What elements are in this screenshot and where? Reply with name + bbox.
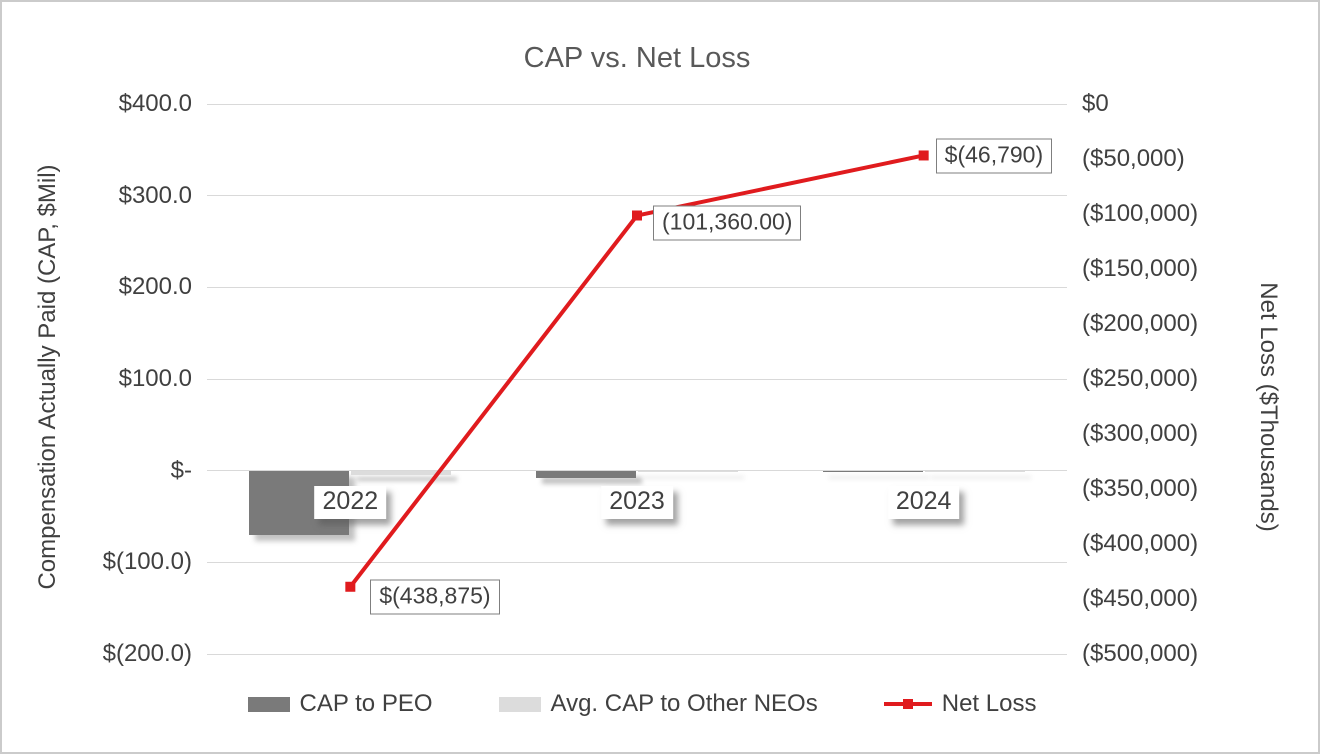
gridline: [207, 470, 1067, 472]
legend-label-avg-cap-other-neos: Avg. CAP to Other NEOs: [550, 690, 818, 717]
net-loss-label-2023: (101,360.00): [653, 205, 802, 241]
right-axis-tick: ($400,000): [1082, 530, 1199, 557]
net-loss-label-2022: $(438,875): [370, 579, 500, 615]
bar-avg-cap-neos-2023: [638, 470, 738, 473]
legend-label-net-loss: Net Loss: [941, 690, 1037, 717]
right-axis-tick: ($50,000): [1082, 145, 1185, 172]
legend: CAP to PEO Avg. CAP to Other NEOs Net Lo…: [207, 690, 1077, 718]
right-axis-tick: ($300,000): [1082, 420, 1199, 447]
net-loss-marker-2022: [345, 581, 356, 592]
category-label-2022: 2022: [314, 485, 387, 519]
gridline: [207, 195, 1067, 197]
right-axis-tick: ($250,000): [1082, 365, 1199, 392]
net-loss-marker-2024: [918, 150, 929, 161]
chart-title: CAP vs. Net Loss: [523, 42, 751, 74]
left-axis-tick: $100.0: [118, 365, 192, 392]
gridline: [207, 103, 1067, 105]
plot-area: 2022 2023 2024 $(438,875) (101,360.00) $(46,…: [207, 103, 1067, 655]
right-axis-tick: ($150,000): [1082, 255, 1199, 282]
category-label-2023: 2023: [601, 485, 673, 519]
gridline: [207, 286, 1067, 288]
right-axis-tick: ($450,000): [1082, 585, 1199, 612]
legend-item-avg-cap-other-neos: Avg. CAP to Other NEOs: [498, 690, 818, 718]
bar-cap-to-peo-2024: [822, 470, 923, 473]
left-axis-tick: $300.0: [118, 181, 192, 209]
left-axis-tick: $(200.0): [102, 640, 192, 667]
gridline: [207, 378, 1067, 380]
category-label-2024: 2024: [887, 485, 960, 519]
left-axis-tick: $200.0: [118, 273, 192, 301]
avg-cap-other-neos-swatch-icon: [498, 696, 541, 712]
cap-to-peo-swatch-icon: [247, 696, 290, 712]
bar-avg-cap-neos-2024: [924, 470, 1025, 472]
left-axis-tick: $-: [170, 456, 192, 484]
right-axis-tick: ($200,000): [1082, 310, 1199, 337]
net-loss-marker-2023: [632, 210, 642, 221]
gridline: [207, 561, 1067, 563]
left-axis-tick: $400.0: [118, 90, 192, 117]
legend-item-cap-to-peo: CAP to PEO: [247, 690, 433, 718]
right-axis-tick: ($350,000): [1082, 475, 1199, 502]
right-axis-tick: ($500,000): [1082, 640, 1199, 667]
right-axis-ticks: $0 ($50,000) ($100,000) ($150,000) ($200,000…: [1082, 91, 1267, 667]
left-axis-tick: $(100.0): [102, 548, 192, 576]
right-axis-tick: $0: [1082, 90, 1109, 117]
gridline: [207, 653, 1067, 655]
legend-label-cap-to-peo: CAP to PEO: [299, 690, 433, 717]
bar-avg-cap-neos-2022: [351, 470, 452, 476]
bar-cap-to-peo-2023: [536, 470, 636, 478]
right-axis-tick: ($100,000): [1082, 200, 1199, 227]
net-loss-marker-icon: [902, 699, 913, 709]
legend-item-net-loss: Net Loss: [883, 690, 1037, 718]
net-loss-label-2024: $(46,790): [935, 138, 1053, 174]
left-axis-ticks: $400.0 $300.0 $200.0 $100.0 $- $(100.0) $(200.…: [57, 91, 192, 667]
net-loss-line: [345, 150, 929, 592]
net-loss-line-swatch-icon: [883, 697, 932, 711]
